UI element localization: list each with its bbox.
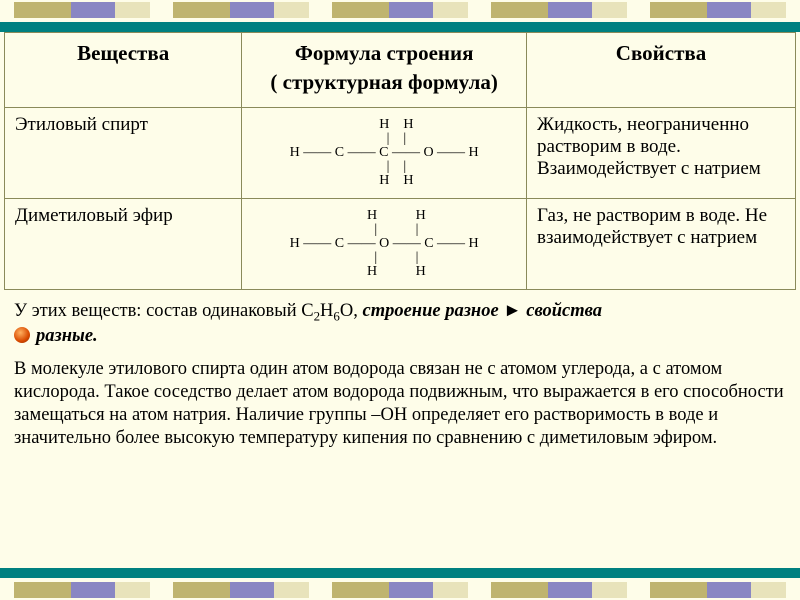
header-formula-line2: ( структурная формула) xyxy=(248,70,520,95)
cell-formula: H H | | H —— C —— C —— O —— H | | H H xyxy=(242,108,527,199)
cell-props: Жидкость, неограниченно растворим в воде… xyxy=(527,108,796,199)
table-row: Этиловый спирт H H | | H —— C —— C —— O … xyxy=(5,108,796,199)
top-band xyxy=(0,22,800,32)
arrow-icon: ► xyxy=(499,301,527,321)
cell-name: Диметиловый эфир xyxy=(5,199,242,290)
top-decor-bars xyxy=(0,0,800,20)
decor-bar xyxy=(491,582,627,598)
summary-o: O, xyxy=(340,301,363,321)
decor-bar xyxy=(332,2,468,18)
explanation-paragraph: В молекуле этилового спирта один атом во… xyxy=(0,348,800,451)
summary-h: H xyxy=(320,301,333,321)
cell-name: Этиловый спирт xyxy=(5,108,242,199)
decor-bar xyxy=(14,2,150,18)
bullet-icon xyxy=(14,327,30,343)
comparison-table: Вещества Формула строения ( структурная … xyxy=(4,32,796,290)
decor-bar xyxy=(173,2,309,18)
structural-formula: H H | | H —— C —— O —— C —— H | | H H xyxy=(252,205,516,283)
em-different: разные. xyxy=(36,326,98,346)
summary-prefix: У этих веществ: состав одинаковый C xyxy=(14,301,314,321)
header-substances: Вещества xyxy=(5,33,242,108)
bottom-decor-bars xyxy=(0,580,800,600)
header-formula: Формула строения ( структурная формула) xyxy=(242,33,527,108)
em-properties: свойства xyxy=(526,301,602,321)
bottom-band xyxy=(0,568,800,578)
table-row: Диметиловый эфир H H | | H —— C —— O —— … xyxy=(5,199,796,290)
decor-bar xyxy=(650,2,786,18)
em-structure: строение разное xyxy=(363,301,499,321)
summary-line: У этих веществ: состав одинаковый C2H6O,… xyxy=(0,290,800,348)
structural-formula: H H | | H —— C —— C —— O —— H | | H H xyxy=(252,114,516,192)
cell-props: Газ, не растворим в воде. Не взаимодейст… xyxy=(527,199,796,290)
cell-formula: H H | | H —— C —— O —— C —— H | | H H xyxy=(242,199,527,290)
header-formula-line1: Формула строения xyxy=(295,41,474,65)
decor-bar xyxy=(491,2,627,18)
header-properties: Свойства xyxy=(527,33,796,108)
decor-bar xyxy=(173,582,309,598)
decor-bar xyxy=(650,582,786,598)
decor-bar xyxy=(332,582,468,598)
decor-bar xyxy=(14,582,150,598)
